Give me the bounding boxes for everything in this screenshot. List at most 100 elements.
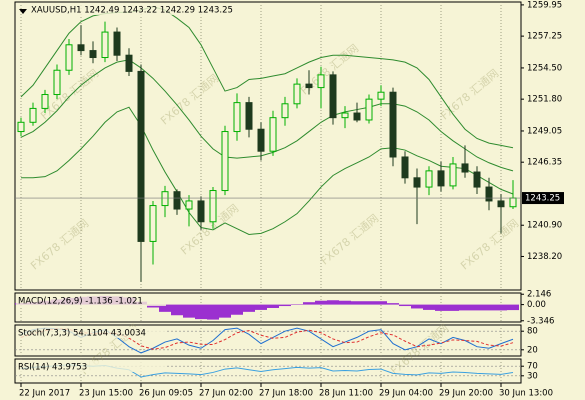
panel-title-bg <box>16 295 166 306</box>
y-tick-label: 1246.35 <box>527 158 562 168</box>
candle-body <box>53 69 61 96</box>
candle-body <box>293 83 301 105</box>
macd-bar <box>327 300 339 305</box>
macd-bar <box>399 304 411 307</box>
macd-bar <box>207 304 219 320</box>
x-tick-label: 29 Jun 20:00 <box>439 389 493 399</box>
panel-title: Stoch(7,3,3) 54.1104 43.0034 <box>18 329 146 339</box>
candle-body <box>197 200 205 223</box>
panel-frame <box>14 358 522 384</box>
macd-bar <box>363 301 375 305</box>
candle-body <box>209 190 217 223</box>
last-price-label: 1243.25 <box>525 194 560 204</box>
bollinger-band <box>21 106 514 235</box>
x-tick-label: 27 Jun 18:00 <box>259 389 313 399</box>
panel-title: RSI(14) 43.9753 <box>18 363 87 373</box>
symbol-icon <box>19 9 27 14</box>
candle-body <box>497 200 505 208</box>
candle-body <box>161 191 169 207</box>
macd-bar <box>183 304 195 318</box>
x-tick-label: 28 Jun 11:00 <box>319 389 373 399</box>
x-tick-label: 22 Jun 2017 <box>19 389 70 399</box>
y-tick-label: 70 <box>527 362 538 372</box>
macd-bar <box>351 301 363 305</box>
candle-body <box>173 191 181 210</box>
macd-bar <box>231 304 243 315</box>
candle-body <box>101 31 109 59</box>
candle-body <box>65 44 73 71</box>
macd-bar <box>495 304 507 311</box>
candle-body <box>125 54 133 72</box>
candle-body <box>17 121 25 133</box>
candle-body <box>137 70 145 242</box>
macd-bar <box>243 304 255 312</box>
candle-body <box>245 102 253 130</box>
macd-bar <box>219 304 231 318</box>
candle-body <box>377 91 385 100</box>
panel-frame <box>14 324 522 357</box>
x-tick-label: 23 Jun 15:00 <box>79 389 133 399</box>
macd-bar <box>195 304 207 320</box>
candle-body <box>113 31 121 56</box>
y-tick-label: 0.00 <box>527 300 546 310</box>
candle-body <box>77 44 85 52</box>
candle-body <box>281 103 289 119</box>
candle-body <box>461 163 469 173</box>
candle-body <box>401 156 409 179</box>
macd-bar <box>315 300 327 305</box>
x-tick-label: 29 Jun 04:00 <box>379 389 433 399</box>
candle-body <box>221 131 229 192</box>
candle-body <box>329 74 337 119</box>
candle-body <box>305 83 313 89</box>
panel-title: MACD(12,26,9) -1.136 -1.021 <box>18 297 143 307</box>
y-tick-label: 1238.20 <box>527 252 562 262</box>
macd-bar <box>171 304 183 316</box>
macd-bar <box>267 304 279 308</box>
macd-bar <box>339 300 351 305</box>
candle-body <box>509 197 517 208</box>
macd-bar <box>411 304 423 309</box>
panel-frame <box>14 292 522 323</box>
candle-body <box>473 171 481 188</box>
y-tick-label: 1254.50 <box>527 63 562 73</box>
macd-bar <box>159 304 171 312</box>
macd-bar <box>375 301 387 305</box>
candle-body <box>353 112 361 121</box>
y-tick-label: 1259.95 <box>527 0 562 10</box>
indicator-line <box>20 328 514 350</box>
macd-bar <box>147 304 159 308</box>
candle-body <box>317 74 325 89</box>
macd-bar <box>459 304 471 311</box>
macd-bar <box>303 302 315 305</box>
candle-body <box>89 50 97 59</box>
y-tick-label: 20 <box>527 345 538 355</box>
y-tick-label: 1257.25 <box>527 32 562 42</box>
y-tick-label: 30 <box>527 371 538 381</box>
panel-title-bg <box>16 327 166 338</box>
macd-bar <box>471 304 483 311</box>
panel-title: XAUUSD,H1 1242.49 1243.22 1242.29 1243.2… <box>31 6 233 16</box>
y-tick-label: 2.146 <box>527 290 551 300</box>
candle-body <box>437 170 445 187</box>
bollinger-band <box>20 59 514 172</box>
panel-title-bg <box>16 361 166 372</box>
last-price-box <box>522 192 564 205</box>
panel-title-bg <box>29 4 219 15</box>
candle-body <box>233 102 241 133</box>
candle-body <box>389 91 397 158</box>
macd-bar <box>507 304 519 311</box>
candle-body <box>29 107 37 123</box>
y-tick-label: -3.346 <box>527 316 554 326</box>
x-tick-label: 27 Jun 02:00 <box>199 389 253 399</box>
macd-bar <box>255 304 267 310</box>
candle-body <box>341 112 349 119</box>
candle-body <box>485 186 493 202</box>
macd-bar <box>423 304 435 310</box>
macd-bar <box>279 304 291 307</box>
candle-body <box>41 94 49 109</box>
macd-bar <box>387 303 399 305</box>
candle-body <box>149 205 157 242</box>
macd-bar <box>435 304 447 311</box>
candle-body <box>413 177 421 188</box>
